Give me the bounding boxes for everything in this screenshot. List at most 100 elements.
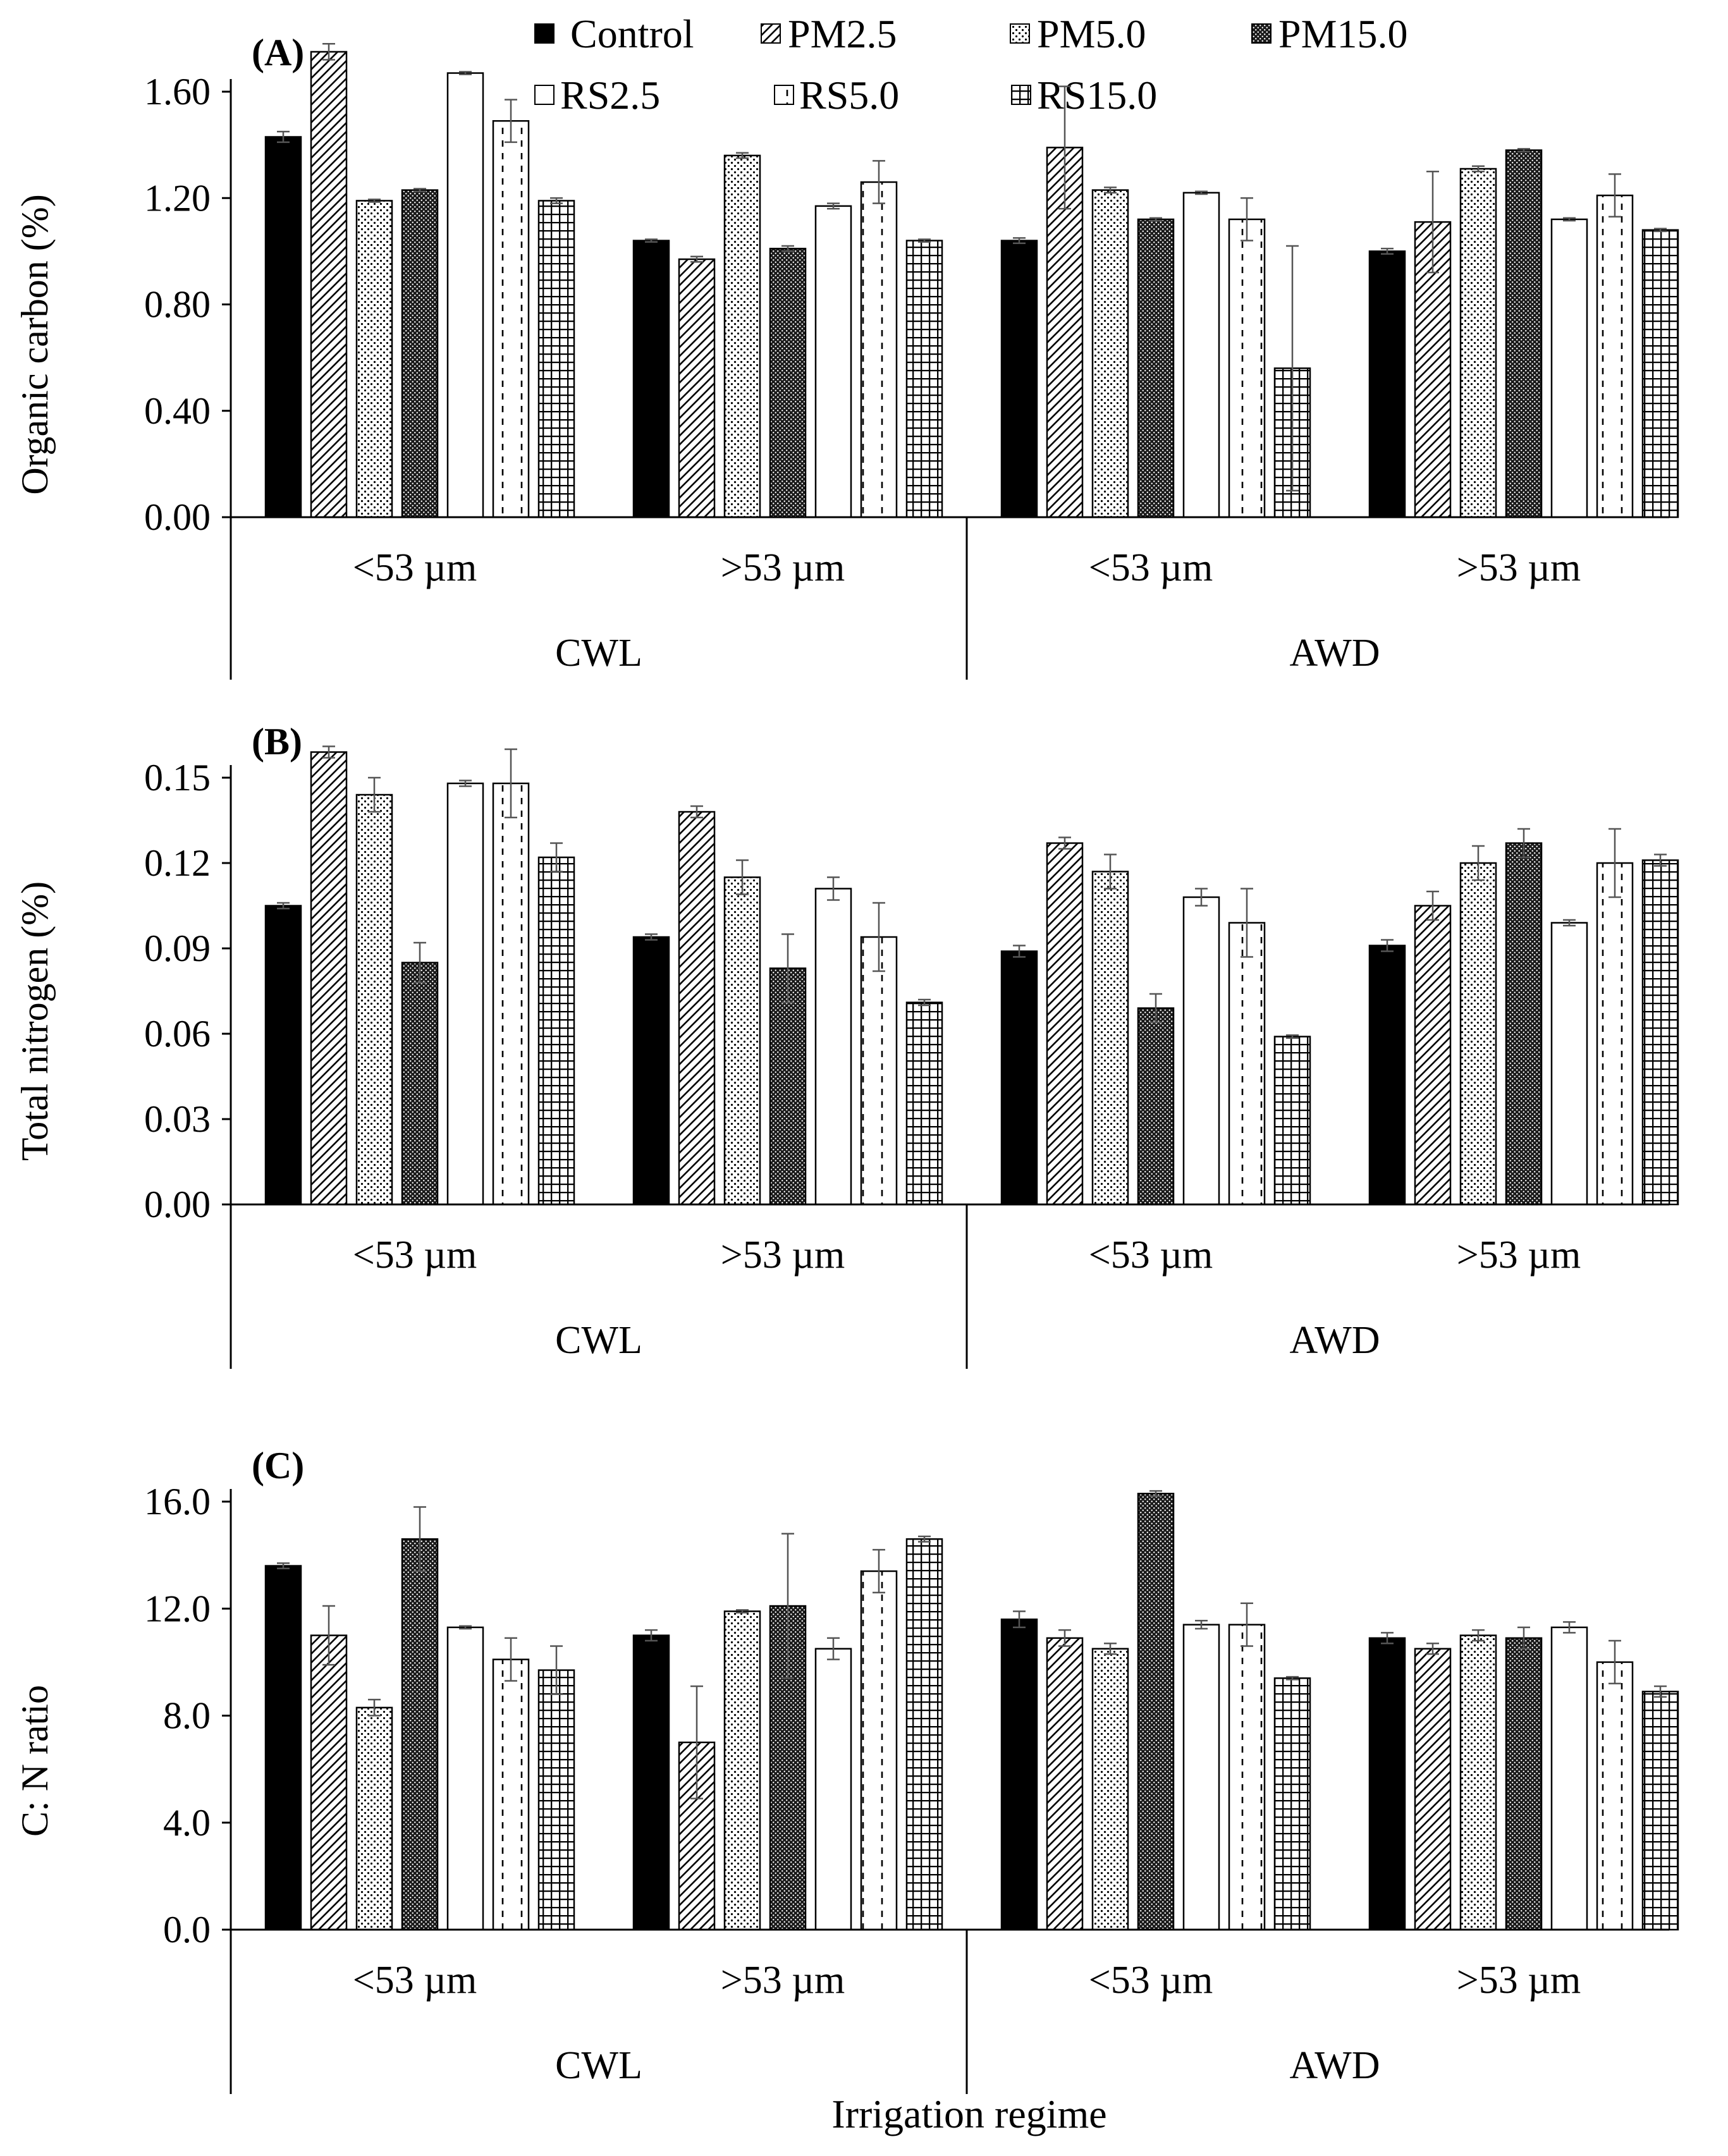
- category-labels: <53 µm >53 µm <53 µm >53 µm CWL AWD: [353, 546, 1581, 675]
- error-bar-pm15-0: [414, 941, 426, 984]
- error-bar-control: [277, 1562, 290, 1570]
- error-bar-rs2-5: [459, 1625, 472, 1630]
- legend-swatch-control: [534, 23, 555, 44]
- bar-pm15-0: [1505, 842, 1543, 1206]
- bar-rs2-5: [1182, 1624, 1220, 1931]
- size-class-label: >53 µm: [721, 1234, 845, 1277]
- error-bar-pm15-0: [414, 1506, 426, 1572]
- error-bar-rs5-0: [1241, 197, 1253, 242]
- error-bar-pm15-0: [1517, 148, 1530, 152]
- regime-label: CWL: [555, 632, 642, 675]
- error-bar-pm2-5: [322, 745, 335, 759]
- regime-label: AWD: [1289, 1319, 1380, 1362]
- bar-rs2-5: [814, 205, 852, 518]
- y-tick-label: 8.0: [163, 1695, 211, 1737]
- error-bar-rs15-0: [1286, 245, 1299, 492]
- bar-pm5-0: [1091, 871, 1129, 1206]
- error-bar-rs5-0: [505, 99, 517, 144]
- error-bar-pm2-5: [690, 255, 703, 263]
- bar-pm15-0: [1137, 1007, 1175, 1206]
- bar-pm5-0: [1459, 1634, 1497, 1931]
- bar-control: [1368, 1637, 1406, 1931]
- bar-rs15-0: [905, 1538, 943, 1931]
- bar-pm2-5: [310, 51, 348, 518]
- bar-rs5-0: [860, 936, 898, 1206]
- size-class-label: >53 µm: [721, 546, 845, 589]
- y-tick-label: 0.09: [144, 928, 211, 969]
- bar-rs2-5: [1182, 192, 1220, 518]
- legend-item-rs5-0: RS5.0: [774, 73, 899, 118]
- error-bar-pm15-0: [414, 188, 426, 192]
- axes: [230, 1489, 1669, 2094]
- error-bar-rs5-0: [1609, 1639, 1621, 1684]
- bar-control: [1000, 1618, 1038, 1931]
- y-tick-label: 4.0: [163, 1802, 211, 1844]
- bar-rs5-0: [1596, 1661, 1634, 1931]
- error-bar-rs2-5: [1195, 888, 1208, 907]
- size-class-label: >53 µm: [721, 1959, 845, 2002]
- bar-marks: [264, 1490, 1679, 1931]
- error-bar-pm15-0: [1149, 993, 1162, 1024]
- bar-rs5-0: [492, 1658, 530, 1931]
- bar-control: [1000, 950, 1038, 1206]
- legend-swatch-rs15-0: [1011, 85, 1031, 105]
- error-bar-pm5-0: [1104, 854, 1117, 890]
- y-axis-title: Total nitrogen (%): [14, 881, 56, 1161]
- error-bar-control: [1013, 1610, 1026, 1629]
- error-bar-control: [1381, 247, 1394, 255]
- legend-swatch-pm5-0: [1010, 23, 1030, 44]
- error-bar-rs15-0: [1654, 1685, 1667, 1698]
- bar-pm2-5: [1414, 1648, 1452, 1931]
- y-tick-label: 0.40: [144, 390, 211, 432]
- bar-pm15-0: [769, 247, 807, 518]
- error-bar-pm15-0: [1517, 1626, 1530, 1650]
- bar-pm2-5: [310, 1634, 348, 1931]
- axes: [230, 79, 1669, 680]
- error-bar-rs5-0: [1609, 173, 1621, 217]
- bar-rs5-0: [492, 782, 530, 1206]
- size-class-label: <53 µm: [1089, 1234, 1213, 1277]
- error-bar-rs2-5: [1563, 217, 1576, 222]
- bar-pm5-0: [723, 876, 761, 1206]
- bar-rs2-5: [814, 1648, 852, 1931]
- bar-pm15-0: [1137, 218, 1175, 518]
- bar-pm15-0: [1505, 1637, 1543, 1931]
- axes: [230, 765, 1669, 1369]
- error-bar-rs15-0: [550, 1645, 563, 1695]
- bar-rs15-0: [537, 856, 575, 1206]
- error-bar-pm15-0: [1517, 828, 1530, 859]
- bar-pm15-0: [401, 189, 439, 518]
- error-bar-rs15-0: [1286, 1034, 1299, 1039]
- y-ticks: 0.0 4.0 8.0 12.0 16.0: [144, 1481, 231, 1951]
- size-class-label: <53 µm: [353, 546, 477, 589]
- legend-item-rs15-0: RS15.0: [1011, 73, 1157, 118]
- y-ticks: 0.00 0.40 0.80 1.20 1.60: [144, 71, 231, 538]
- y-tick-label: 0.00: [144, 496, 211, 538]
- error-bar-pm5-0: [368, 199, 381, 203]
- bar-pm2-5: [310, 751, 348, 1206]
- bar-rs15-0: [537, 200, 575, 518]
- regime-label: CWL: [555, 2044, 642, 2087]
- legend-item-rs2-5: RS2.5: [534, 73, 660, 118]
- bar-control: [632, 1634, 670, 1931]
- error-bar-pm2-5: [1426, 890, 1439, 921]
- y-tick-label: 1.20: [144, 177, 211, 219]
- error-bar-rs15-0: [550, 197, 563, 204]
- error-bar-rs2-5: [459, 71, 472, 75]
- bar-rs5-0: [1228, 218, 1266, 518]
- error-bar-pm5-0: [736, 152, 749, 159]
- bar-pm15-0: [1505, 149, 1543, 518]
- bar-rs15-0: [1641, 859, 1679, 1206]
- error-bar-control: [645, 238, 658, 243]
- error-bar-control: [277, 902, 290, 910]
- size-class-label: >53 µm: [1457, 1959, 1581, 2002]
- error-bar-rs5-0: [1241, 888, 1253, 958]
- error-bar-pm2-5: [322, 1605, 335, 1666]
- size-class-label: <53 µm: [1089, 546, 1213, 589]
- error-bar-rs5-0: [873, 160, 885, 204]
- legend-label-control: Control: [570, 11, 694, 56]
- error-bar-pm2-5: [1426, 170, 1439, 274]
- size-class-label: >53 µm: [1457, 1234, 1581, 1277]
- bar-pm15-0: [401, 962, 439, 1206]
